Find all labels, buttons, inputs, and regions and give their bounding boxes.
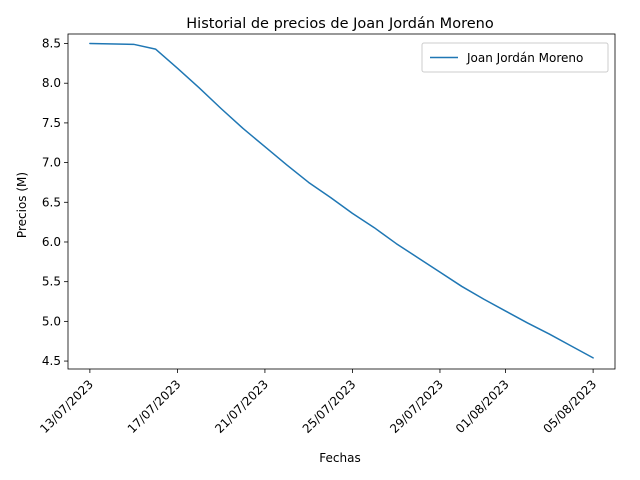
y-tick-label: 6.5 [42,195,61,209]
y-tick-label: 8.5 [42,37,61,51]
legend-box [421,42,609,73]
chart-title: Historial de precios de Joan Jordán More… [186,16,494,32]
legend: Joan Jordán Moreno [421,42,609,73]
y-tick-label: 8.0 [42,76,61,90]
y-axis-ticks: 4.5 5.0 5.5 6.0 6.5 7.0 7.5 8.0 8.5 [42,37,68,368]
y-tick-label: 4.5 [42,354,61,368]
plot-area [89,42,594,359]
y-axis-label: Precios (M) [15,172,29,238]
y-tick-label: 6.0 [42,235,61,249]
series-line-joan-jordan-moreno [89,42,594,359]
y-tick-label: 7.5 [42,116,61,130]
y-tick-label: 7.0 [42,156,61,170]
axes-frame [67,33,616,370]
y-tick-label: 5.5 [42,275,61,289]
y-tick-label: 5.0 [42,314,61,328]
x-axis-label: Fechas [319,451,360,465]
legend-entry-label: Joan Jordán Moreno [466,51,583,65]
